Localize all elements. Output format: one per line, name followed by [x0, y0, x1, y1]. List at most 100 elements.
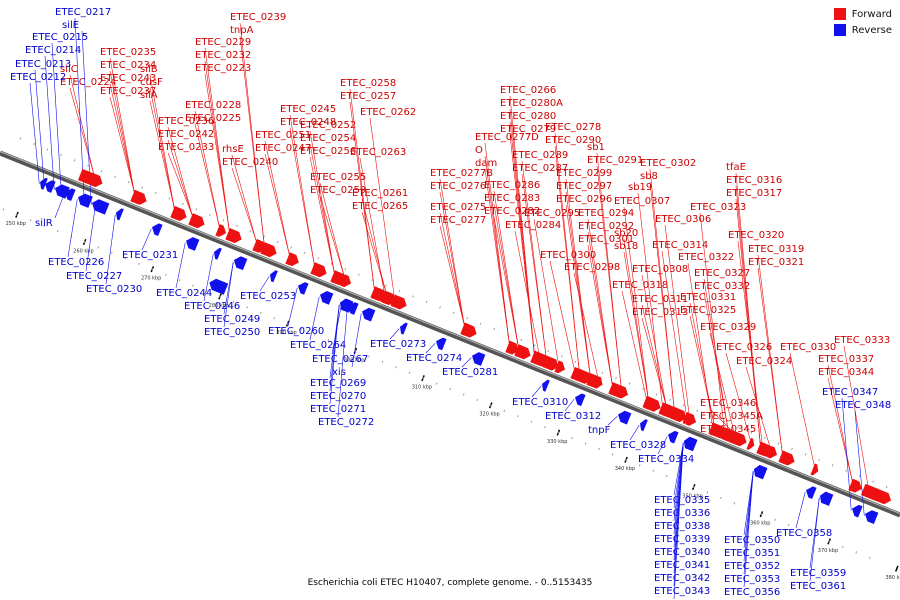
minor-tick — [141, 186, 144, 189]
forward-leader-line — [587, 244, 613, 385]
forward-leader-line — [587, 218, 613, 385]
forward-gene-label: sb19 — [628, 182, 652, 193]
forward-gene-label: ETEC_0233 — [158, 142, 214, 153]
minor-tick — [858, 475, 861, 478]
forward-leader-line — [149, 74, 175, 209]
forward-gene-arrow — [670, 407, 687, 423]
reverse-leader-line — [809, 497, 820, 582]
legend: Forward Reverse — [833, 8, 892, 40]
reverse-leader-line — [841, 397, 852, 511]
minor-tick — [625, 458, 627, 461]
forward-leader-line — [699, 212, 725, 430]
reverse-leader-line — [607, 416, 618, 426]
minor-tick — [885, 485, 888, 489]
minor-tick — [83, 240, 86, 244]
minor-tick — [489, 404, 492, 407]
forward-gene-label: ETEC_0243 — [100, 73, 156, 84]
forward-gene-label: ETEC_0257 — [340, 91, 396, 102]
forward-gene-label: ETEC_0311 — [632, 294, 688, 305]
reverse-leader-line — [657, 436, 668, 455]
minor-tick — [110, 251, 113, 255]
forward-gene-arrow — [215, 224, 227, 237]
minor-tick — [828, 540, 831, 543]
forward-gene-label: sb1 — [587, 142, 605, 153]
minor-tick — [665, 475, 668, 478]
reverse-gene-arrow — [85, 195, 93, 208]
forward-leader-line — [661, 250, 687, 414]
minor-tick — [466, 317, 468, 320]
forward-gene-label: ETEC_0301 — [578, 234, 634, 245]
minor-tick — [476, 398, 479, 402]
minor-tick — [100, 170, 103, 173]
minor-tick — [723, 420, 726, 423]
forward-gene-label: ETEC_0237 — [100, 86, 156, 97]
forward-leader-line — [69, 74, 95, 176]
forward-gene-label: sb18 — [614, 241, 638, 252]
reverse-gene-arrow — [186, 237, 200, 251]
forward-gene-label: ETEC_0265 — [352, 201, 408, 212]
reverse-gene-label: ETEC_0260 — [268, 326, 324, 337]
forward-gene-label: ETEC_0229 — [195, 37, 251, 48]
forward-leader-line — [621, 290, 647, 398]
minor-tick — [209, 213, 211, 216]
reverse-leader-line — [531, 385, 542, 398]
forward-gene-arrow — [188, 213, 205, 229]
minor-tick — [60, 153, 62, 157]
forward-gene-label: ETEC_0291 — [587, 155, 643, 166]
forward-gene-label: ETEC_0284 — [505, 220, 561, 231]
forward-gene-label: ETEC_0331 — [680, 292, 736, 303]
forward-gene-label: ETEC_0290 — [545, 135, 601, 146]
forward-leader-line — [623, 251, 649, 399]
forward-leader-line — [641, 274, 667, 406]
reverse-gene-arrow — [852, 504, 863, 518]
legend-reverse-label: Reverse — [851, 24, 892, 36]
reverse-gene-label: ETEC_0347 — [822, 387, 878, 398]
forward-gene-label: ETEC_0324 — [736, 356, 792, 367]
forward-leader-line — [167, 126, 193, 216]
forward-gene-arrow — [766, 445, 778, 459]
minor-tick — [124, 257, 127, 260]
reverse-gene-arrow — [96, 200, 110, 215]
reverse-leader-line — [29, 82, 40, 184]
reverse-leader-line — [309, 296, 320, 341]
reverse-gene-label: ETEC_0356 — [724, 587, 780, 598]
forward-leader-line — [565, 191, 591, 376]
forward-gene-label: silA — [140, 90, 158, 101]
reverse-gene-label: ETEC_0246 — [184, 301, 240, 312]
reverse-leader-line — [51, 42, 62, 193]
minor-tick — [422, 377, 424, 380]
forward-gene-label: ETEC_0308 — [632, 264, 688, 275]
minor-tick — [327, 338, 330, 342]
genome-backbone — [0, 150, 900, 518]
forward-leader-line — [649, 181, 675, 410]
forward-leader-line — [509, 134, 535, 353]
minor-tick — [381, 360, 384, 363]
reverse-gene-label: ETEC_0230 — [86, 284, 142, 295]
forward-gene-label: ETEC_0318 — [612, 280, 668, 291]
reverse-gene-arrow — [342, 299, 350, 312]
minor-tick — [601, 371, 604, 374]
forward-leader-line — [167, 152, 193, 216]
forward-gene-arrow — [758, 442, 767, 455]
forward-gene-label: tnpA — [230, 25, 254, 36]
forward-leader-line — [709, 408, 735, 434]
reverse-swatch — [833, 24, 846, 36]
forward-leader-line — [69, 87, 95, 176]
minor-tick — [33, 142, 35, 146]
reverse-gene-arrow — [400, 322, 408, 335]
forward-leader-line — [664, 224, 690, 416]
forward-leader-line — [369, 117, 395, 297]
forward-gene-label: ETEC_0344 — [818, 367, 874, 378]
reverse-leader-line — [223, 261, 234, 315]
reverse-gene-arrow — [214, 247, 222, 260]
forward-leader-line — [493, 216, 519, 347]
minor-tick — [151, 268, 154, 271]
reverse-gene-arrow — [640, 419, 648, 432]
minor-tick — [19, 137, 22, 140]
forward-gene-label: ETEC_0323 — [690, 202, 746, 213]
minor-tick — [300, 328, 303, 331]
forward-gene-arrow — [575, 369, 584, 382]
forward-gene-label: ETEC_0299 — [556, 168, 612, 179]
forward-gene-label: ETEC_0252 — [300, 120, 356, 131]
forward-gene-label: ETEC_0327 — [694, 268, 750, 279]
